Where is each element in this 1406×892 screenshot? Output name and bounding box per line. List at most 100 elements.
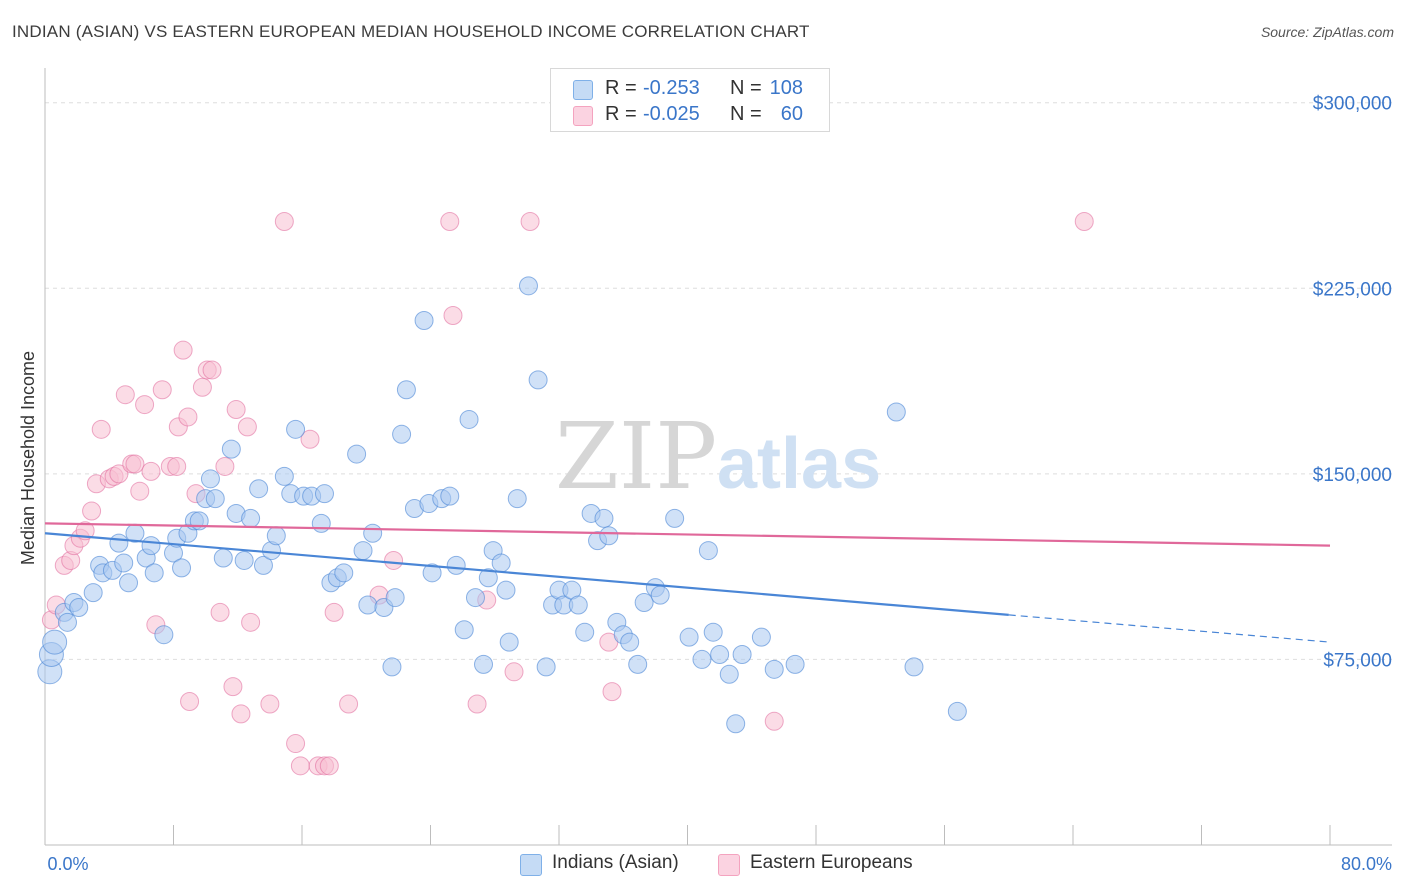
data-point-eastern-europeans xyxy=(210,602,230,622)
legend-n-label: N = xyxy=(730,103,762,125)
legend-r-label: R = xyxy=(605,103,637,125)
data-point-indians-asian xyxy=(200,469,220,489)
data-point-eastern-europeans xyxy=(339,694,359,714)
data-point-indians-asian xyxy=(422,563,442,583)
data-point-indians-asian xyxy=(385,588,405,608)
data-point-indians-asian xyxy=(363,523,383,543)
data-point-indians-asian xyxy=(536,657,556,677)
data-point-indians-asian xyxy=(751,627,771,647)
data-point-eastern-europeans xyxy=(504,662,524,682)
watermark: ZIP atlas xyxy=(555,403,881,510)
data-point-eastern-europeans xyxy=(226,400,246,420)
data-point-indians-asian xyxy=(266,526,286,546)
data-point-indians-asian xyxy=(109,533,129,553)
data-point-eastern-europeans xyxy=(178,407,198,427)
data-point-indians-asian xyxy=(499,632,519,652)
data-point-indians-asian xyxy=(172,558,192,578)
legend-n-label: N = xyxy=(730,77,762,99)
y-tick-label: $300,000 xyxy=(1313,94,1392,115)
data-point-eastern-europeans xyxy=(440,212,460,232)
correlation-legend: R = -0.253 N = 108 R = -0.025 N = 60 xyxy=(550,68,830,132)
data-point-eastern-europeans xyxy=(135,395,155,415)
data-point-indians-asian xyxy=(703,622,723,642)
data-point-indians-asian xyxy=(205,489,225,509)
bottom-legend-label-eastern-europeans: Eastern Europeans xyxy=(750,852,913,873)
bottom-legend-swatch-eastern-europeans xyxy=(718,854,740,876)
data-point-indians-asian xyxy=(221,439,241,459)
data-point-eastern-europeans xyxy=(300,429,320,449)
data-point-indians-asian xyxy=(454,620,474,640)
data-point-indians-asian xyxy=(568,595,588,615)
legend-r-value: -0.025 xyxy=(643,103,700,125)
data-point-indians-asian xyxy=(496,580,516,600)
axes xyxy=(44,68,1392,846)
data-point-eastern-europeans xyxy=(115,385,135,405)
data-point-indians-asian xyxy=(274,466,294,486)
data-point-eastern-europeans xyxy=(290,756,310,776)
data-point-indians-asian xyxy=(334,563,354,583)
data-point-eastern-europeans xyxy=(319,756,339,776)
trend-line-indians-asian xyxy=(44,532,1009,616)
data-point-indians-asian xyxy=(241,508,261,528)
data-point-eastern-europeans xyxy=(91,419,111,439)
data-point-indians-asian xyxy=(314,484,334,504)
y-tick-label: $150,000 xyxy=(1313,465,1392,486)
data-point-indians-asian xyxy=(311,513,331,533)
data-point-indians-asian xyxy=(119,573,139,593)
data-point-eastern-europeans xyxy=(237,417,257,437)
data-point-indians-asian xyxy=(213,548,233,568)
data-point-indians-asian xyxy=(594,508,614,528)
data-point-indians-asian xyxy=(679,627,699,647)
data-point-indians-asian xyxy=(886,402,906,422)
data-point-indians-asian xyxy=(518,276,538,296)
data-point-indians-asian xyxy=(710,644,730,664)
data-point-indians-asian xyxy=(83,583,103,603)
data-point-eastern-europeans xyxy=(231,704,251,724)
watermark-zip: ZIP xyxy=(555,403,717,510)
data-point-eastern-europeans xyxy=(109,464,129,484)
data-point-indians-asian xyxy=(446,555,466,575)
trend-line-eastern-europeans xyxy=(44,522,1331,547)
data-point-indians-asian xyxy=(764,659,784,679)
data-point-indians-asian xyxy=(69,597,89,617)
data-point-indians-asian xyxy=(491,553,511,573)
legend-r-label: R = xyxy=(605,77,637,99)
data-point-eastern-europeans xyxy=(286,734,306,754)
data-point-eastern-europeans xyxy=(764,711,784,731)
data-point-indians-asian xyxy=(507,489,527,509)
legend-n-value: 108 xyxy=(769,77,803,99)
data-point-eastern-europeans xyxy=(167,456,187,476)
data-point-indians-asian xyxy=(414,310,434,330)
data-point-indians-asian xyxy=(665,508,685,528)
axis-labels: $75,000 $150,000 $225,000 $300,000 0.0% 80.0%… xyxy=(18,94,1392,874)
data-point-indians-asian xyxy=(785,654,805,674)
data-point-indians-asian xyxy=(599,526,619,546)
data-point-indians-asian xyxy=(392,424,412,444)
data-point-indians-asian xyxy=(904,657,924,677)
data-point-indians-asian xyxy=(249,479,269,499)
data-point-indians-asian xyxy=(719,664,739,684)
data-point-eastern-europeans xyxy=(443,306,463,326)
x-tick-label: 80.0% xyxy=(1341,854,1392,874)
y-tick-label: $75,000 xyxy=(1323,650,1392,671)
legend-swatch-indians xyxy=(573,80,593,100)
data-point-eastern-europeans xyxy=(152,380,172,400)
data-point-indians-asian xyxy=(141,536,161,556)
data-point-eastern-europeans xyxy=(180,691,200,711)
data-point-indians-asian xyxy=(358,595,378,615)
grid-lines xyxy=(45,102,1392,660)
legend-swatch-eastern-europeans xyxy=(573,106,593,126)
source-label: Source: ZipAtlas.com xyxy=(1260,24,1394,40)
bottom-legend-label-indians: Indians (Asian) xyxy=(552,852,679,873)
series-indians-asian xyxy=(37,276,967,734)
data-point-indians-asian xyxy=(575,622,595,642)
legend-n-value: 60 xyxy=(780,103,803,125)
data-point-indians-asian xyxy=(154,625,174,645)
data-point-indians-asian xyxy=(698,541,718,561)
data-point-eastern-europeans xyxy=(520,212,540,232)
data-point-eastern-europeans xyxy=(467,694,487,714)
legend-r-value: -0.253 xyxy=(643,77,700,99)
data-point-indians-asian xyxy=(478,568,498,588)
data-point-indians-asian xyxy=(634,593,654,613)
data-point-indians-asian xyxy=(474,654,494,674)
